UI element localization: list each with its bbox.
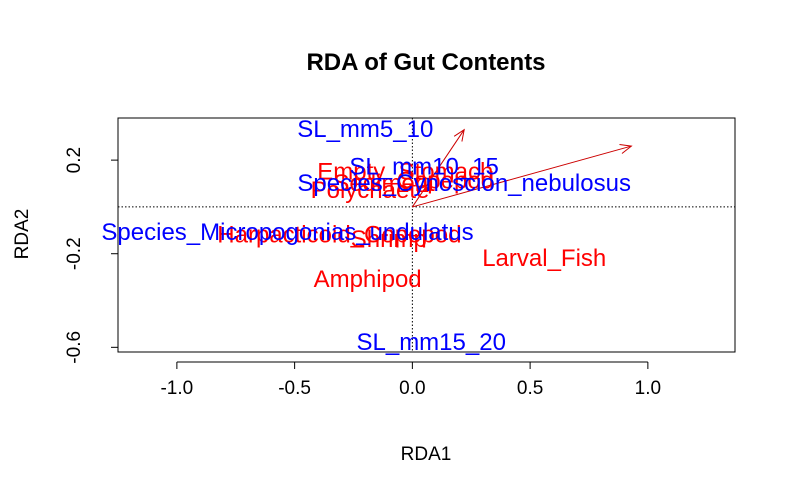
response-label: Larval_Fish — [482, 245, 606, 272]
x-axis: -1.0 -0.5 0.0 0.5 1.0 — [160, 361, 661, 399]
reference-lines — [118, 118, 735, 352]
x-tick-label: -1.0 — [160, 378, 193, 399]
y-tick-label: 0.2 — [64, 147, 85, 173]
explanatory-label: Species_Micropogonias_undulatus — [101, 219, 473, 246]
chart-title: RDA of Gut Contents — [306, 49, 545, 76]
x-tick-label: 1.0 — [635, 378, 661, 399]
arrow-shaft — [412, 145, 632, 208]
explanatory-label: Species_Cynoscion_nebulosus — [297, 170, 631, 197]
explanatory-labels: SL_mm5_10 SL_mm10_15Species_Cynoscion_neb… — [101, 116, 631, 356]
response-label: Copepod — [397, 168, 494, 195]
x-tick-label: 0.0 — [399, 378, 425, 399]
explanatory-label: SL_mm10_15 — [349, 154, 498, 181]
y-axis-label: RDA2 — [12, 209, 33, 260]
response-label: Polychaete — [311, 177, 430, 204]
response-label: Harpacticoid_Copepod — [217, 222, 461, 249]
x-tick-label: 0.5 — [517, 378, 543, 399]
y-tick-label: -0.6 — [64, 331, 85, 364]
response-label: Shrimp — [351, 226, 427, 253]
biplot-arrows — [411, 128, 633, 208]
arrow-head — [453, 128, 465, 142]
arrow-head — [619, 144, 633, 154]
y-tick-label: -0.2 — [64, 237, 85, 270]
arrow-shaft — [411, 129, 465, 208]
response-label: Empty_Stomach — [317, 158, 493, 185]
response-label: Sediment — [333, 170, 435, 197]
x-tick-label: -0.5 — [278, 378, 311, 399]
response-label: Amphipod — [314, 266, 422, 293]
explanatory-label: SL_mm15_20 — [356, 329, 505, 356]
x-axis-label: RDA1 — [401, 444, 452, 465]
y-axis: 0.2 -0.2 -0.6 — [64, 147, 119, 364]
explanatory-label: SL_mm5_10 — [297, 116, 433, 143]
